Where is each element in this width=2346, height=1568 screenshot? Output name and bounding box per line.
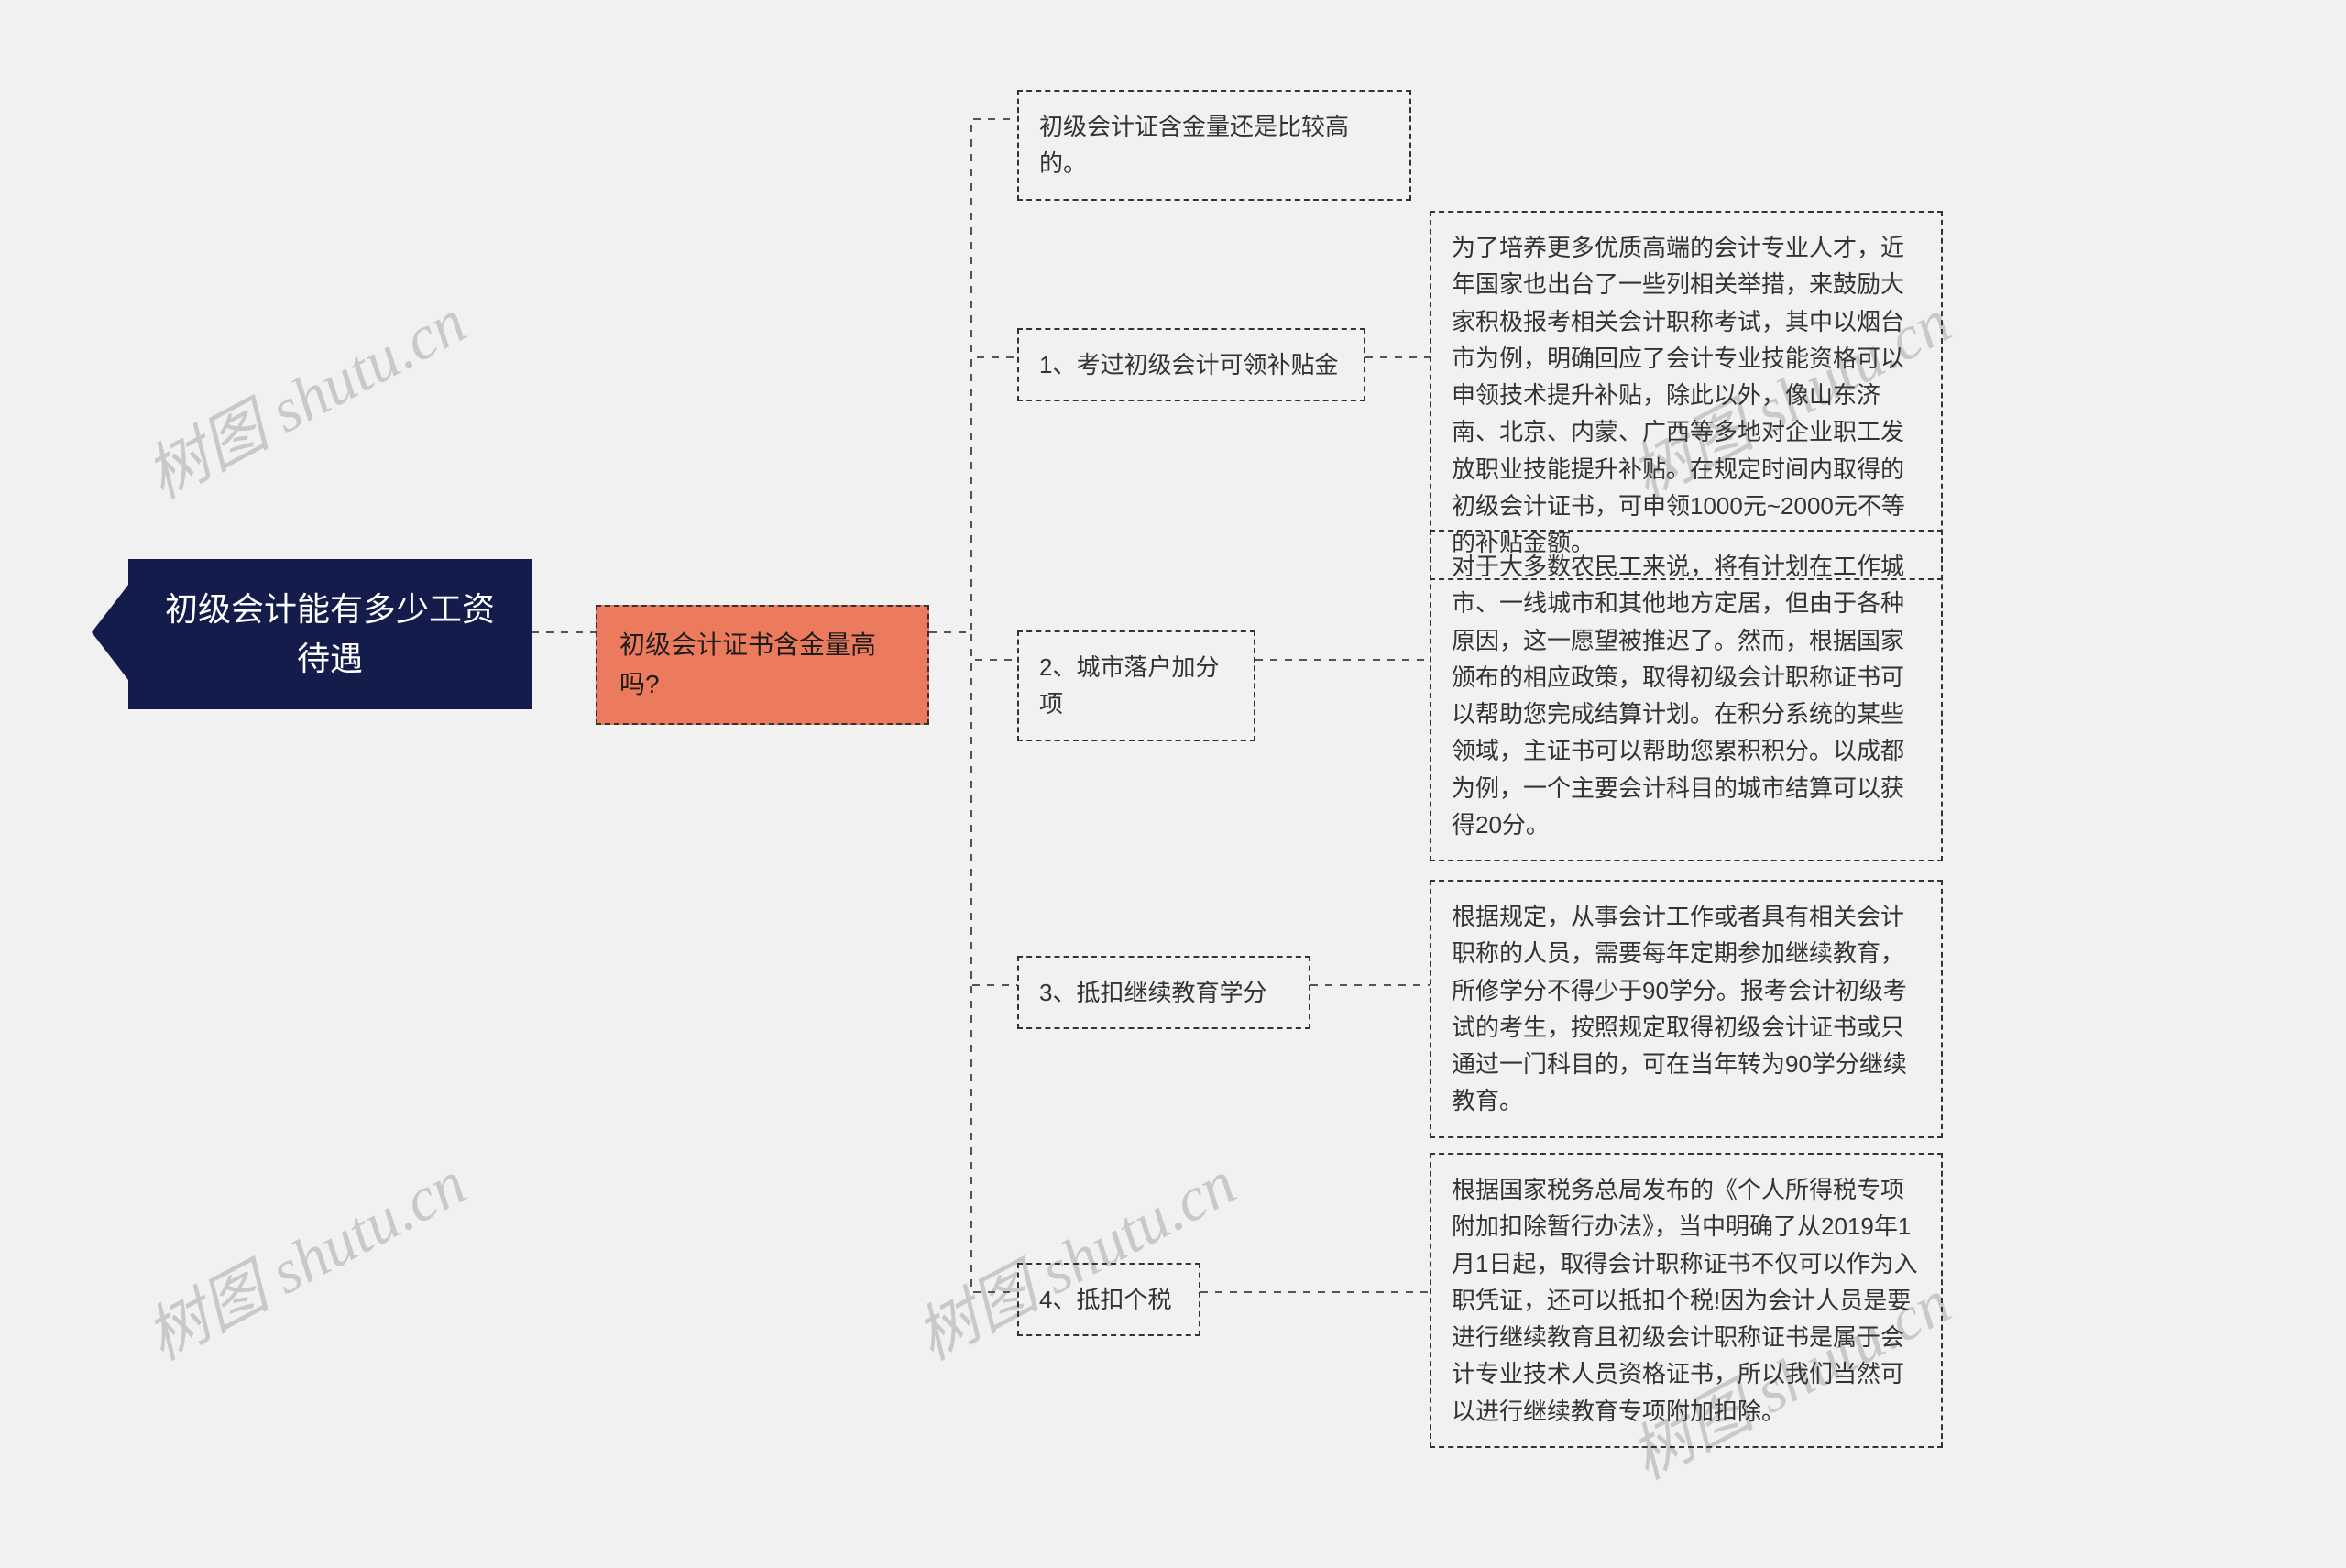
branch-label: 1、考过初级会计可领补贴金 bbox=[1039, 351, 1338, 378]
branch-detail-1[interactable]: 为了培养更多优质高端的会计专业人才，近年国家也出台了一些列相关举措，来鼓励大家积… bbox=[1430, 211, 1943, 580]
branch-detail-4[interactable]: 根据国家税务总局发布的《个人所得税专项附加扣除暂行办法》，当中明确了从2019年… bbox=[1430, 1153, 1943, 1448]
branch-node-1[interactable]: 1、考过初级会计可领补贴金 bbox=[1017, 328, 1365, 401]
branch-detail-2[interactable]: 对于大多数农民工来说，将有计划在工作城市、一线城市和其他地方定居，但由于各种原因… bbox=[1430, 530, 1943, 861]
root-arrow-icon bbox=[92, 585, 128, 680]
branch-detail-text: 根据国家税务总局发布的《个人所得税专项附加扣除暂行办法》，当中明确了从2019年… bbox=[1452, 1176, 1917, 1425]
root-node[interactable]: 初级会计能有多少工资待遇 bbox=[128, 559, 532, 709]
branch-detail-3[interactable]: 根据规定，从事会计工作或者具有相关会计职称的人员，需要每年定期参加继续教育，所修… bbox=[1430, 880, 1943, 1138]
mindmap-canvas: 树图 shutu.cn 树图 shutu.cn 树图 shutu.cn 树图 s… bbox=[0, 0, 2346, 1568]
branch-label: 4、抵扣个税 bbox=[1039, 1286, 1171, 1313]
branch-label: 初级会计证含金量还是比较高的。 bbox=[1039, 113, 1349, 177]
root-label: 初级会计能有多少工资待遇 bbox=[165, 590, 495, 677]
branch-label: 2、城市落户加分项 bbox=[1039, 653, 1219, 718]
branch-node-0[interactable]: 初级会计证含金量还是比较高的。 bbox=[1017, 90, 1411, 201]
sub-node[interactable]: 初级会计证书含金量高吗? bbox=[596, 605, 929, 725]
branch-node-2[interactable]: 2、城市落户加分项 bbox=[1017, 630, 1255, 741]
watermark: 树图 shutu.cn bbox=[127, 1133, 478, 1377]
sub-label: 初级会计证书含金量高吗? bbox=[619, 630, 876, 698]
branch-detail-text: 对于大多数农民工来说，将有计划在工作城市、一线城市和其他地方定居，但由于各种原因… bbox=[1452, 553, 1904, 839]
branch-label: 3、抵扣继续教育学分 bbox=[1039, 979, 1266, 1006]
watermark: 树图 shutu.cn bbox=[127, 271, 478, 516]
watermark: 树图 shutu.cn bbox=[897, 1133, 1248, 1377]
branch-detail-text: 根据规定，从事会计工作或者具有相关会计职称的人员，需要每年定期参加继续教育，所修… bbox=[1452, 903, 1907, 1114]
branch-detail-text: 为了培养更多优质高端的会计专业人才，近年国家也出台了一些列相关举措，来鼓励大家积… bbox=[1452, 234, 1905, 556]
branch-node-4[interactable]: 4、抵扣个税 bbox=[1017, 1263, 1200, 1336]
branch-node-3[interactable]: 3、抵扣继续教育学分 bbox=[1017, 956, 1310, 1029]
